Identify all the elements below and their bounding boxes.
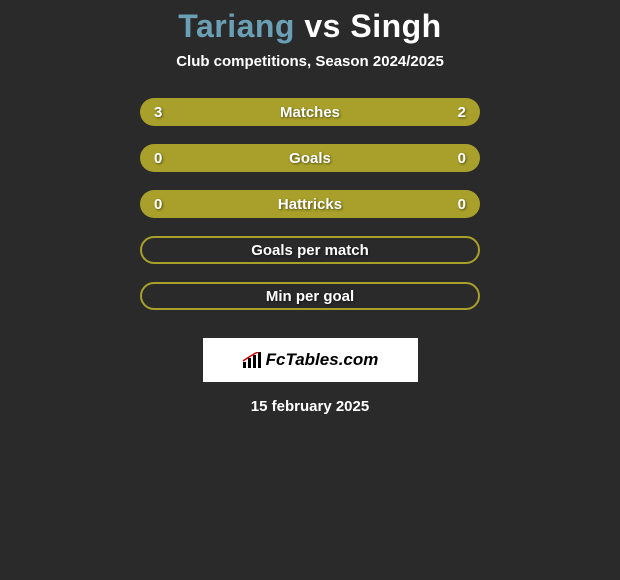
stat-label: Matches [280, 104, 340, 121]
chart-icon [242, 352, 262, 368]
stat-value-right: 2 [458, 104, 466, 121]
stat-label: Hattricks [278, 196, 342, 213]
main-container: Tariang vs Singh Club competitions, Seas… [0, 0, 620, 580]
stat-label: Goals [289, 150, 331, 167]
stats-container: 3 2 Matches 0 0 Goals 0 0 Hattricks Goals per mat… [140, 98, 480, 328]
stat-label: Goals per match [251, 242, 369, 259]
stat-bar: 0 0 Hattricks [140, 190, 480, 218]
logo-box[interactable]: FcTables.com [203, 338, 418, 382]
logo-content: FcTables.com [242, 350, 379, 370]
logo-text: FcTables.com [266, 350, 379, 370]
stat-value-left: 3 [154, 104, 162, 121]
vs-text: vs [304, 8, 341, 44]
stat-label: Min per goal [266, 288, 354, 305]
stats-row-min-per-goal: Min per goal [140, 282, 480, 310]
subtitle: Club competitions, Season 2024/2025 [176, 53, 444, 70]
stat-value-left: 0 [154, 150, 162, 167]
stat-bar: Goals per match [140, 236, 480, 264]
stat-value-left: 0 [154, 196, 162, 213]
stat-bar: 3 2 Matches [140, 98, 480, 126]
stats-row-hattricks: 0 0 Hattricks [140, 190, 480, 218]
stat-bar: Min per goal [140, 282, 480, 310]
stats-row-goals-per-match: Goals per match [140, 236, 480, 264]
player1-name: Tariang [178, 8, 295, 44]
stats-row-goals: 0 0 Goals [140, 144, 480, 172]
stat-value-right: 0 [458, 150, 466, 167]
comparison-title: Tariang vs Singh [178, 8, 441, 45]
date: 15 february 2025 [251, 398, 369, 415]
player2-name: Singh [350, 8, 441, 44]
stat-value-right: 0 [458, 196, 466, 213]
stats-row-matches: 3 2 Matches [140, 98, 480, 126]
stat-bar: 0 0 Goals [140, 144, 480, 172]
